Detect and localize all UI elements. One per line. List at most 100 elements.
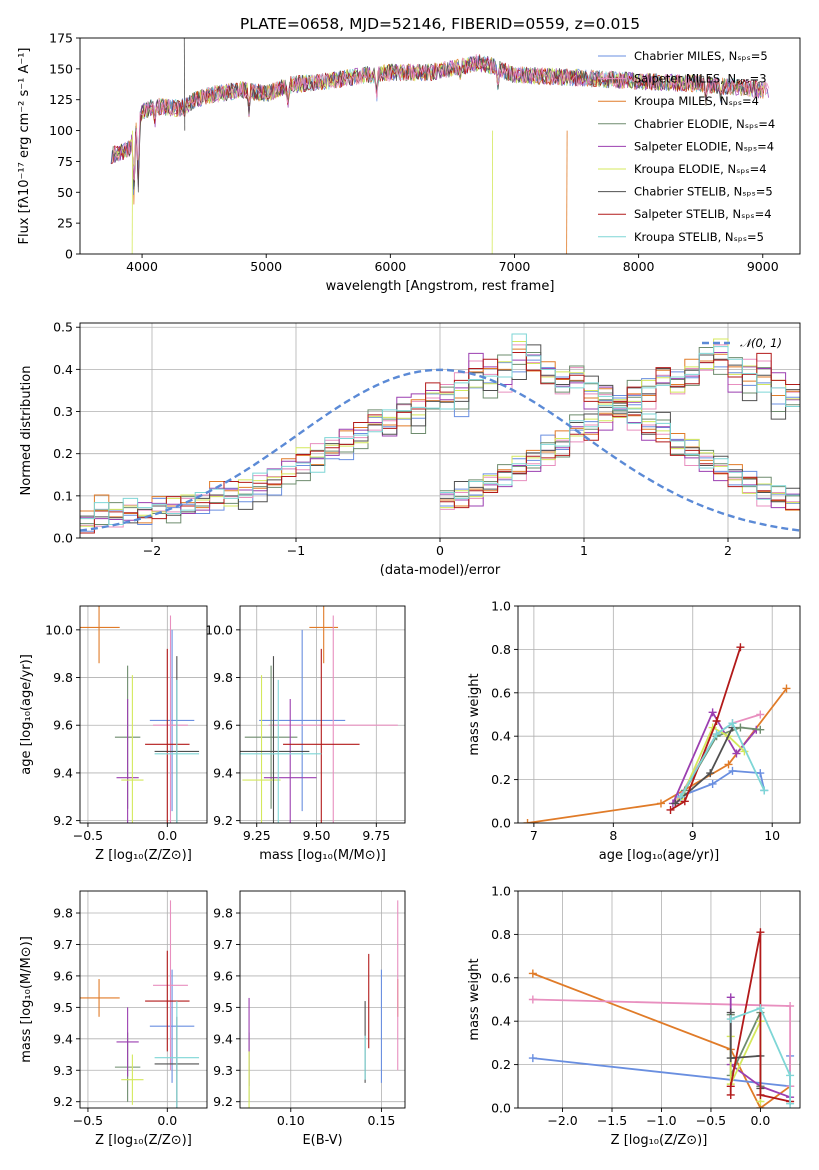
weight-marker-1 [528,1054,537,1063]
weight-marker-7 [726,1082,735,1091]
weight-marker-3 [708,708,717,717]
legend-label-4: Salpeter ELODIE, Nₛₚₛ=4 [634,139,774,153]
weight-marker-8 [712,730,721,739]
weight-marker-8 [756,1004,765,1013]
x-tick-label: 0 [436,543,444,558]
chart-weight_vs_age: 7 8 9 10 0.0 0.2 0.4 0.6 0.8 1.0 age [log₁₀(age/yr… [467,599,801,863]
chart-mass_vs_Z: −0.5 0.0 9.2 9.3 9.4 9.5 9.6 9.7 9.8 Z [log₁₀(Z/Z… [19,890,208,1148]
x-tick-label: 8000 [623,259,655,274]
y-tick-label: 9.6 [213,968,233,983]
weight-marker-8 [786,1099,795,1108]
histogram-series-right-5 [440,338,800,509]
x-tick-label: 6000 [374,259,406,274]
y-tick-label: 0.5 [53,320,73,335]
y-tick-label: 0.8 [491,927,511,942]
x-tick-label: −0.5 [696,1113,726,1128]
weight-marker-0 [724,760,733,769]
y-tick-label: 0.0 [491,816,511,831]
x-tick-label: 9 [689,828,697,843]
weight-marker-1 [756,769,765,778]
x-tick-label: 8 [609,828,617,843]
x-axis-label: Z [log₁₀(Z/Z⊙)] [95,848,192,863]
y-tick-label: 1.0 [491,599,511,614]
weight-marker-0 [656,799,665,808]
x-tick-label: 7 [530,828,538,843]
x-tick-label: 0.0 [157,1113,177,1128]
y-tick-label: 9.2 [53,1094,73,1109]
x-tick-label: 9.25 [243,828,271,843]
weight-marker-7 [666,805,675,814]
y-tick-label: 0.4 [53,362,73,377]
weight-marker-1 [728,766,737,775]
y-tick-label: 0.2 [491,772,511,787]
weight-marker-7 [756,928,765,937]
weight-marker-8 [728,719,737,728]
histogram-series-right-4 [440,352,800,507]
y-axis-label: Flux [fλ10⁻¹⁷ erg cm⁻² s⁻¹ A⁻¹] [17,48,32,245]
y-tick-label: 9.8 [213,670,233,685]
weight-marker-7 [680,797,689,806]
weight-marker-8 [676,792,685,801]
chart-age_vs_mass: 9.25 9.50 9.75 9.2 9.4 9.6 9.8 10.0 mass [log₁₀(… [205,605,406,863]
axes-frame [79,605,208,824]
weight-marker-3 [726,993,735,1002]
y-tick-label: 0.8 [491,642,511,657]
histogram-series-7 [80,352,800,534]
x-tick-label: 0.15 [368,1113,396,1128]
histogram-series-right-7 [440,352,800,509]
y-axis-label: mass weight [467,958,482,1040]
x-tick-label: −2 [143,543,161,558]
histogram-series-8 [80,333,800,526]
x-tick-label: 9.50 [303,828,331,843]
plot-area [80,606,200,823]
y-tick-label: 9.3 [53,1063,73,1078]
y-tick-label: 0.0 [491,1101,511,1116]
x-axis-label: mass [log₁₀(M/M⊙)] [259,848,386,863]
histogram-series-right-8 [440,346,800,499]
histogram-series-right-0 [440,362,800,507]
x-tick-label: 1 [580,543,588,558]
plot-area [240,606,398,823]
legend-label-5: Kroupa ELODIE, Nₛₚₛ=4 [634,162,767,176]
x-tick-label: 9000 [747,259,779,274]
axes-frame [79,37,801,255]
plot-area [80,333,800,534]
weight-marker-7 [756,1090,765,1099]
y-tick-label: 9.2 [213,813,233,828]
weight-marker-8 [726,1015,735,1024]
x-tick-label: −2.0 [547,1113,577,1128]
x-tick-label: −0.5 [73,828,103,843]
x-tick-label: −1.0 [646,1113,676,1128]
x-tick-label: 10 [764,828,780,843]
plot-area [528,928,795,1108]
legend-label-8: Kroupa STELIB, Nₛₚₛ=5 [634,230,764,244]
legend-label-6: Chabrier STELIB, Nₛₚₛ=5 [634,185,773,199]
y-tick-label: 9.5 [213,1000,233,1015]
y-axis-label: mass [log₁₀(M/M⊙)] [19,936,34,1063]
y-axis-label: mass weight [467,673,482,755]
y-tick-label: 9.4 [213,1031,233,1046]
legend-label-normal: 𝒩(0, 1) [740,336,782,350]
x-tick-label: 9.75 [362,828,390,843]
weight-marker-2 [756,710,765,719]
y-tick-label: 10.0 [45,622,73,637]
x-tick-label: 5000 [250,259,282,274]
legend-label-3: Chabrier ELODIE, Nₛₚₛ=4 [634,117,775,131]
x-axis-label: Z [log₁₀(Z/Z⊙)] [611,1133,708,1148]
y-tick-label: 50 [57,185,73,200]
x-tick-label: 7000 [499,259,531,274]
y-tick-label: 9.7 [213,937,233,952]
weight-marker-1 [708,779,717,788]
histogram-series-4 [80,352,800,521]
y-tick-label: 9.4 [213,765,233,780]
weight-marker-4 [736,723,745,732]
y-tick-label: 9.8 [213,906,233,921]
weight-marker-4 [756,725,765,734]
axes-frame [79,890,208,1109]
chart-weight_vs_Z: −2.0 −1.5 −1.0 −0.5 0.0 0.0 0.2 0.4 0.6 0.8 1.0 Z [… [467,884,801,1148]
y-tick-label: 9.6 [53,718,73,733]
chart-residuals: −2 −1 0 1 2 0.0 0.1 0.2 0.3 0.4 0.5 (data-model)/er… [19,320,801,578]
chart-mass_vs_EBV: 0.10 0.15 9.2 9.3 9.4 9.5 9.6 9.7 9.8 E(B-V) [213,890,406,1148]
normal-reference-curve [80,368,800,532]
histogram-series-5 [80,341,800,527]
